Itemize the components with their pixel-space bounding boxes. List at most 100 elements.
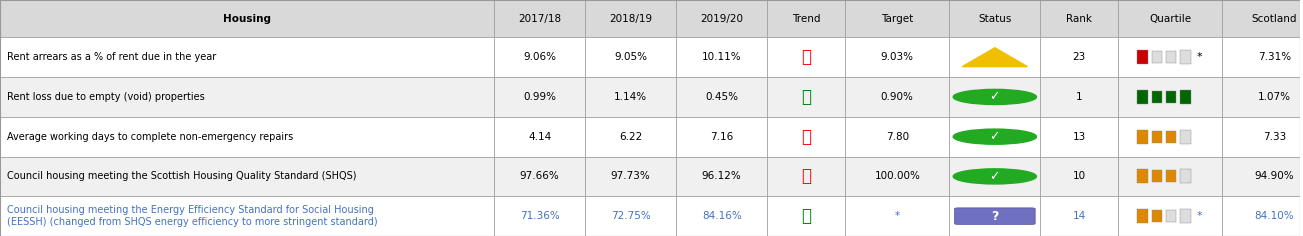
- FancyBboxPatch shape: [494, 196, 585, 236]
- FancyBboxPatch shape: [1040, 77, 1118, 117]
- Text: 94.90%: 94.90%: [1255, 171, 1294, 181]
- Text: Scotland: Scotland: [1252, 14, 1298, 24]
- Text: 97.73%: 97.73%: [611, 171, 650, 181]
- Text: 2018/19: 2018/19: [610, 14, 653, 24]
- Text: 97.66%: 97.66%: [520, 171, 559, 181]
- FancyBboxPatch shape: [846, 117, 950, 156]
- FancyBboxPatch shape: [1118, 156, 1222, 196]
- Text: 96.12%: 96.12%: [702, 171, 741, 181]
- FancyBboxPatch shape: [955, 208, 1035, 224]
- Text: 7.80: 7.80: [886, 132, 909, 142]
- FancyBboxPatch shape: [0, 156, 494, 196]
- Bar: [1138, 90, 1148, 104]
- FancyBboxPatch shape: [950, 77, 1040, 117]
- Text: Housing: Housing: [223, 14, 271, 24]
- Bar: [1181, 209, 1191, 223]
- Text: Target: Target: [881, 14, 913, 24]
- FancyBboxPatch shape: [950, 117, 1040, 156]
- Bar: [1166, 170, 1177, 182]
- Bar: [1152, 91, 1162, 103]
- Text: 👎: 👎: [801, 167, 812, 185]
- Bar: [1152, 210, 1162, 222]
- Bar: [1166, 131, 1177, 143]
- Text: 23: 23: [1072, 52, 1085, 62]
- Text: 9.03%: 9.03%: [881, 52, 913, 62]
- FancyBboxPatch shape: [494, 77, 585, 117]
- Bar: [1181, 90, 1191, 104]
- Text: 72.75%: 72.75%: [611, 211, 650, 221]
- Text: 👍: 👍: [801, 88, 812, 106]
- FancyBboxPatch shape: [494, 37, 585, 77]
- FancyBboxPatch shape: [676, 196, 767, 236]
- Text: 👎: 👎: [801, 128, 812, 146]
- Text: Rent arrears as a % of rent due in the year: Rent arrears as a % of rent due in the y…: [7, 52, 216, 62]
- Bar: [1181, 130, 1191, 144]
- FancyBboxPatch shape: [950, 0, 1040, 37]
- Text: 0.90%: 0.90%: [881, 92, 913, 102]
- FancyBboxPatch shape: [585, 77, 676, 117]
- FancyBboxPatch shape: [1222, 0, 1303, 37]
- Text: ✓: ✓: [989, 90, 1001, 103]
- Bar: [1152, 170, 1162, 182]
- Text: 4.14: 4.14: [528, 132, 551, 142]
- Text: 👎: 👎: [801, 48, 812, 66]
- Circle shape: [954, 89, 1036, 105]
- FancyBboxPatch shape: [585, 196, 676, 236]
- Text: 9.06%: 9.06%: [524, 52, 556, 62]
- FancyBboxPatch shape: [494, 0, 585, 37]
- FancyBboxPatch shape: [767, 156, 846, 196]
- FancyBboxPatch shape: [950, 37, 1040, 77]
- Text: 0.99%: 0.99%: [524, 92, 556, 102]
- Text: ✓: ✓: [989, 170, 1001, 183]
- Text: *: *: [1197, 52, 1203, 62]
- FancyBboxPatch shape: [1118, 37, 1222, 77]
- FancyBboxPatch shape: [676, 117, 767, 156]
- FancyBboxPatch shape: [846, 156, 950, 196]
- FancyBboxPatch shape: [676, 37, 767, 77]
- FancyBboxPatch shape: [1222, 37, 1303, 77]
- FancyBboxPatch shape: [950, 196, 1040, 236]
- Text: 100.00%: 100.00%: [874, 171, 920, 181]
- FancyBboxPatch shape: [676, 0, 767, 37]
- Bar: [1181, 169, 1191, 183]
- FancyBboxPatch shape: [585, 117, 676, 156]
- Bar: [1138, 130, 1148, 144]
- FancyBboxPatch shape: [767, 196, 846, 236]
- FancyBboxPatch shape: [1040, 156, 1118, 196]
- Polygon shape: [963, 48, 1027, 67]
- Bar: [1138, 209, 1148, 223]
- Text: 10: 10: [1072, 171, 1085, 181]
- Text: Rent loss due to empty (void) properties: Rent loss due to empty (void) properties: [7, 92, 205, 102]
- FancyBboxPatch shape: [585, 37, 676, 77]
- FancyBboxPatch shape: [767, 37, 846, 77]
- FancyBboxPatch shape: [1222, 196, 1303, 236]
- Bar: [1166, 210, 1177, 222]
- FancyBboxPatch shape: [846, 37, 950, 77]
- FancyBboxPatch shape: [585, 156, 676, 196]
- FancyBboxPatch shape: [676, 77, 767, 117]
- FancyBboxPatch shape: [1118, 77, 1222, 117]
- FancyBboxPatch shape: [1222, 156, 1303, 196]
- Bar: [1138, 50, 1148, 64]
- Text: 84.10%: 84.10%: [1255, 211, 1294, 221]
- Text: ?: ?: [992, 210, 998, 223]
- Circle shape: [954, 129, 1036, 144]
- FancyBboxPatch shape: [494, 117, 585, 156]
- FancyBboxPatch shape: [1040, 37, 1118, 77]
- Text: 13: 13: [1072, 132, 1085, 142]
- FancyBboxPatch shape: [1118, 0, 1222, 37]
- Text: Status: Status: [979, 14, 1011, 24]
- Text: 9.05%: 9.05%: [614, 52, 648, 62]
- FancyBboxPatch shape: [0, 37, 494, 77]
- Text: 14: 14: [1072, 211, 1085, 221]
- FancyBboxPatch shape: [1222, 117, 1303, 156]
- FancyBboxPatch shape: [846, 0, 950, 37]
- FancyBboxPatch shape: [676, 156, 767, 196]
- FancyBboxPatch shape: [1040, 117, 1118, 156]
- FancyBboxPatch shape: [0, 117, 494, 156]
- Text: 👍: 👍: [801, 207, 812, 225]
- Text: Council housing meeting the Energy Efficiency Standard for Social Housing
(EESSH: Council housing meeting the Energy Effic…: [7, 205, 377, 227]
- Bar: [1166, 91, 1177, 103]
- FancyBboxPatch shape: [585, 0, 676, 37]
- FancyBboxPatch shape: [767, 117, 846, 156]
